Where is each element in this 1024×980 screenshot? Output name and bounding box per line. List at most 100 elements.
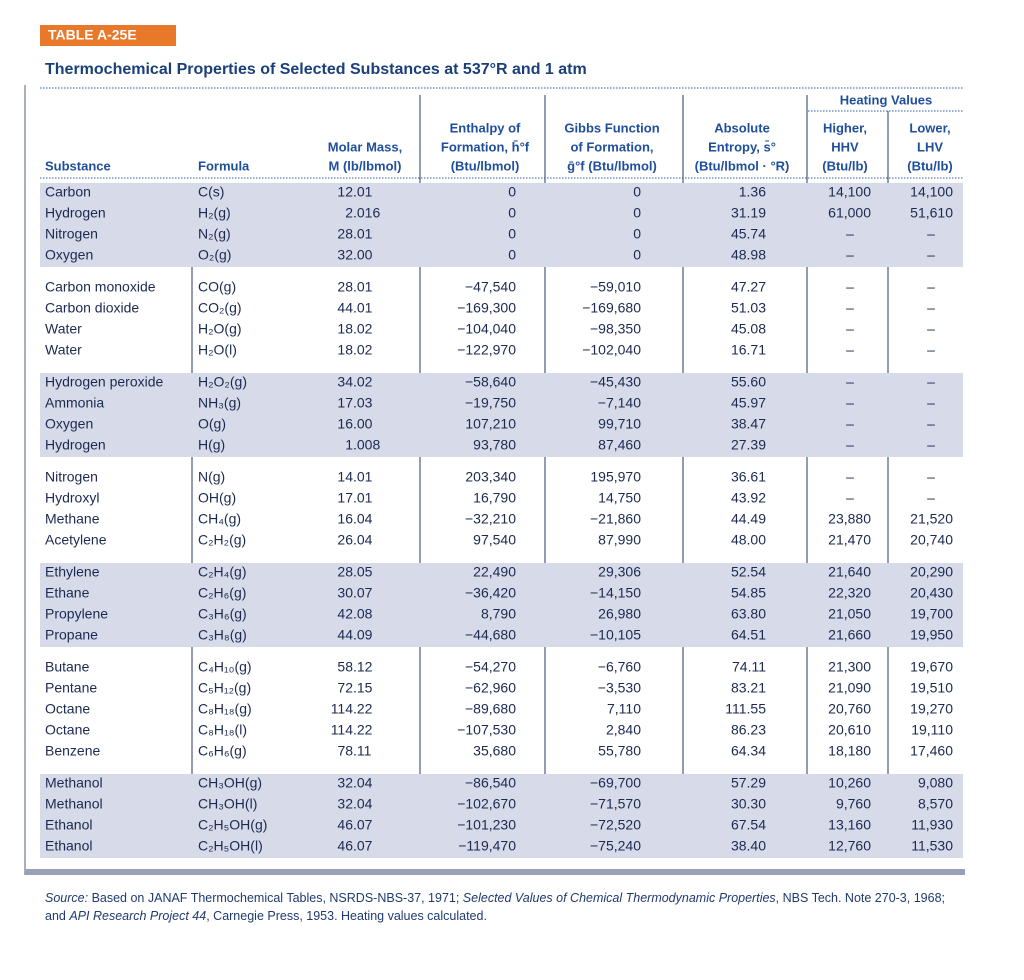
entropy-cell: 48.00 — [731, 532, 766, 548]
hhv-cell: 18,180 — [828, 743, 871, 759]
molar-mass-cell: 44.01 — [337, 300, 372, 316]
lhv-cell: – — [927, 279, 935, 295]
source-text: , NBS Tech. Note 270-3, 1968; and — [45, 891, 945, 923]
enthalpy-cell: −32,210 — [465, 511, 516, 527]
column-header: Absolute — [714, 120, 770, 135]
lhv-cell: – — [927, 247, 935, 263]
entropy-cell: 51.03 — [731, 300, 766, 316]
table-title: Thermochemical Properties of Selected Su… — [45, 61, 587, 78]
lhv-cell: 17,460 — [910, 743, 953, 759]
column-header: Formula — [198, 158, 250, 173]
hhv-cell: 21,640 — [828, 564, 871, 580]
formula-cell: H(g) — [198, 437, 225, 453]
hhv-cell: 20,760 — [828, 701, 871, 717]
molar-mass-cell: 14.01 — [337, 469, 372, 485]
molar-mass-cell: 58.12 — [337, 659, 372, 675]
substance-cell: Water — [45, 342, 82, 358]
lhv-cell: – — [927, 321, 935, 337]
hhv-cell: 61,000 — [828, 205, 871, 221]
enthalpy-cell: 0 — [508, 247, 516, 263]
formula-cell: O₂(g) — [198, 247, 231, 263]
formula-cell: H₂O₂(g) — [198, 374, 247, 390]
row-band — [40, 373, 963, 457]
substance-cell: Octane — [45, 701, 90, 717]
formula-cell: C₅H₁₂(g) — [198, 680, 251, 696]
entropy-cell: 1.36 — [739, 184, 766, 200]
enthalpy-cell: −101,230 — [457, 817, 516, 833]
column-header: Gibbs Function — [564, 120, 659, 135]
hhv-cell: 21,090 — [828, 680, 871, 696]
molar-mass-cell: 46.07 — [337, 838, 372, 854]
formula-cell: C₂H₅OH(g) — [198, 817, 267, 833]
enthalpy-cell: 35,680 — [473, 743, 516, 759]
substance-cell: Ethane — [45, 585, 90, 601]
gibbs-cell: 26,980 — [598, 606, 641, 622]
entropy-cell: 48.98 — [731, 247, 766, 263]
source-note: Source: Based on JANAF Thermochemical Ta… — [45, 889, 955, 925]
entropy-cell: 83.21 — [731, 680, 766, 696]
formula-cell: CO(g) — [198, 279, 236, 295]
lhv-cell: 51,610 — [910, 205, 953, 221]
entropy-cell: 67.54 — [731, 817, 766, 833]
molar-mass-cell: 78.11 — [337, 743, 371, 759]
formula-cell: C₃H₈(g) — [198, 627, 247, 643]
enthalpy-cell: −86,540 — [465, 775, 516, 791]
enthalpy-cell: 8,790 — [481, 606, 516, 622]
enthalpy-cell: −19,750 — [465, 395, 516, 411]
substance-cell: Oxygen — [45, 247, 93, 263]
substance-cell: Propane — [45, 627, 98, 643]
column-header: Higher, — [823, 120, 867, 135]
enthalpy-cell: −169,300 — [457, 300, 516, 316]
lhv-cell: – — [927, 342, 935, 358]
molar-mass-cell: 18.02 — [337, 321, 372, 337]
entropy-cell: 44.49 — [731, 511, 766, 527]
enthalpy-cell: −119,470 — [458, 838, 516, 854]
column-header: ḡ°f (Btu/lbmol) — [567, 158, 657, 173]
substance-cell: Octane — [45, 722, 90, 738]
gibbs-cell: 87,460 — [598, 437, 641, 453]
entropy-cell: 111.55 — [725, 701, 766, 717]
lhv-cell: 19,700 — [910, 606, 953, 622]
formula-cell: C₃H₆(g) — [198, 606, 247, 622]
gibbs-cell: 0 — [633, 226, 641, 242]
substance-cell: Methanol — [45, 796, 103, 812]
gibbs-cell: 0 — [633, 184, 641, 200]
enthalpy-cell: −36,420 — [465, 585, 516, 601]
enthalpy-cell: −107,530 — [457, 722, 516, 738]
molar-mass-cell: 17.03 — [337, 395, 372, 411]
lhv-cell: – — [927, 490, 935, 506]
gibbs-cell: 14,750 — [598, 490, 641, 506]
enthalpy-cell: −104,040 — [457, 321, 516, 337]
enthalpy-cell: −58,640 — [465, 374, 516, 390]
molar-mass-cell: 42.08 — [337, 606, 372, 622]
entropy-cell: 55.60 — [731, 374, 766, 390]
hhv-cell: 14,100 — [828, 184, 871, 200]
molar-mass-cell: 2.016 — [345, 205, 380, 221]
row-band — [40, 563, 963, 647]
column-header: M (lb/lbmol) — [329, 158, 402, 173]
formula-cell: C₄H₁₀(g) — [198, 659, 252, 675]
hhv-cell: – — [846, 416, 854, 432]
substance-cell: Methanol — [45, 775, 103, 791]
molar-mass-cell: 72.15 — [337, 680, 372, 696]
enthalpy-cell: 203,340 — [465, 469, 516, 485]
molar-mass-cell: 114.22 — [331, 701, 373, 717]
lhv-cell: – — [927, 469, 935, 485]
entropy-cell: 57.29 — [731, 775, 766, 791]
entropy-cell: 16.71 — [731, 342, 766, 358]
formula-cell: CH₃OH(l) — [198, 796, 257, 812]
enthalpy-cell: 16,790 — [473, 490, 516, 506]
hhv-cell: 22,320 — [828, 585, 871, 601]
enthalpy-cell: 22,490 — [473, 564, 516, 580]
entropy-cell: 86.23 — [731, 722, 766, 738]
entropy-cell: 45.08 — [731, 321, 766, 337]
row-band — [40, 183, 963, 267]
table-label: TABLE A-25E — [48, 27, 137, 43]
gibbs-cell: −7,140 — [598, 395, 641, 411]
formula-cell: CH₃OH(g) — [198, 775, 262, 791]
hhv-cell: – — [846, 226, 854, 242]
substance-cell: Hydroxyl — [45, 490, 99, 506]
substance-cell: Hydrogen peroxide — [45, 374, 164, 390]
source-text: API Research Project 44 — [69, 909, 207, 923]
